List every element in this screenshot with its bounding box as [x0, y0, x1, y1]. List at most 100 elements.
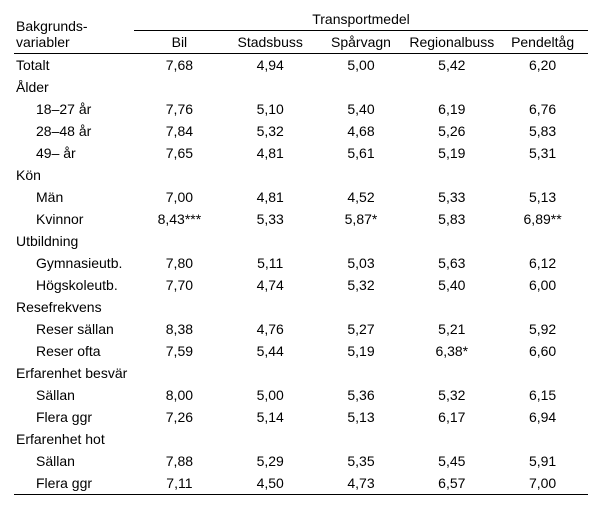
cell-value: 5,83: [497, 120, 588, 142]
cell-value: [497, 230, 588, 252]
row-label: Utbildning: [14, 230, 134, 252]
cell-value: 4,73: [316, 472, 407, 495]
cell-value: 5,44: [225, 340, 316, 362]
cell-value: 6,89**: [497, 208, 588, 230]
cell-value: [134, 230, 225, 252]
cell-value: 4,81: [225, 186, 316, 208]
cell-value: 7,26: [134, 406, 225, 428]
cell-value: [225, 296, 316, 318]
cell-value: 5,32: [225, 120, 316, 142]
table-row: Kön: [14, 164, 588, 186]
cell-value: [225, 164, 316, 186]
cell-value: 6,00: [497, 274, 588, 296]
cell-value: [134, 428, 225, 450]
cell-value: 5,32: [406, 384, 497, 406]
row-label: Män: [14, 186, 134, 208]
table-row: Utbildning: [14, 230, 588, 252]
cell-value: 6,60: [497, 340, 588, 362]
row-label: Gymnasieutb.: [14, 252, 134, 274]
cell-value: 5,83: [406, 208, 497, 230]
cell-value: 5,33: [225, 208, 316, 230]
cell-value: 5,21: [406, 318, 497, 340]
cell-value: 4,50: [225, 472, 316, 495]
cell-value: [316, 362, 407, 384]
cell-value: 5,13: [316, 406, 407, 428]
cell-value: 5,35: [316, 450, 407, 472]
table-row: Reser sällan8,384,765,275,215,92: [14, 318, 588, 340]
cell-value: 5,14: [225, 406, 316, 428]
cell-value: [225, 362, 316, 384]
row-label: 18–27 år: [14, 98, 134, 120]
cell-value: 5,11: [225, 252, 316, 274]
row-label: Totalt: [14, 54, 134, 77]
col-header-3: Regionalbuss: [406, 31, 497, 54]
table-row: Ålder: [14, 76, 588, 98]
cell-value: 7,88: [134, 450, 225, 472]
cell-value: 5,40: [316, 98, 407, 120]
row-label: 28–48 år: [14, 120, 134, 142]
cell-value: 7,70: [134, 274, 225, 296]
cell-value: 7,00: [497, 472, 588, 495]
table-row: Totalt7,684,945,005,426,20: [14, 54, 588, 77]
cell-value: 5,00: [225, 384, 316, 406]
cell-value: 4,76: [225, 318, 316, 340]
cell-value: 5,13: [497, 186, 588, 208]
cell-value: [134, 164, 225, 186]
cell-value: 5,19: [406, 142, 497, 164]
cell-value: [406, 230, 497, 252]
header-left-line1: Bakgrunds-: [16, 18, 88, 34]
cell-value: 4,52: [316, 186, 407, 208]
cell-value: 5,26: [406, 120, 497, 142]
col-header-1: Stadsbuss: [225, 31, 316, 54]
cell-value: 5,36: [316, 384, 407, 406]
cell-value: 4,74: [225, 274, 316, 296]
cell-value: 6,76: [497, 98, 588, 120]
cell-value: [497, 296, 588, 318]
row-label: Ålder: [14, 76, 134, 98]
cell-value: 7,68: [134, 54, 225, 77]
cell-value: 4,81: [225, 142, 316, 164]
table-row: Erfarenhet besvär: [14, 362, 588, 384]
cell-value: [134, 76, 225, 98]
table-row: Erfarenhet hot: [14, 428, 588, 450]
row-label: Kvinnor: [14, 208, 134, 230]
cell-value: 4,94: [225, 54, 316, 77]
table-row: Reser ofta7,595,445,196,38*6,60: [14, 340, 588, 362]
row-label: 49– år: [14, 142, 134, 164]
cell-value: 5,19: [316, 340, 407, 362]
row-label: Reser ofta: [14, 340, 134, 362]
cell-value: 6,19: [406, 98, 497, 120]
cell-value: 5,91: [497, 450, 588, 472]
cell-value: 5,87*: [316, 208, 407, 230]
cell-value: 7,84: [134, 120, 225, 142]
col-header-0: Bil: [134, 31, 225, 54]
row-label: Flera ggr: [14, 406, 134, 428]
cell-value: [406, 164, 497, 186]
cell-value: [406, 76, 497, 98]
cell-value: 5,40: [406, 274, 497, 296]
table-row: Flera ggr7,114,504,736,577,00: [14, 472, 588, 495]
cell-value: [225, 76, 316, 98]
cell-value: 6,17: [406, 406, 497, 428]
cell-value: [406, 296, 497, 318]
table-row: 49– år7,654,815,615,195,31: [14, 142, 588, 164]
header-left-cell: Bakgrunds- variabler: [14, 8, 134, 54]
row-label: Resefrekvens: [14, 296, 134, 318]
cell-value: [406, 428, 497, 450]
header-left-line2: variabler: [16, 34, 70, 50]
row-label: Kön: [14, 164, 134, 186]
table-header: Bakgrunds- variabler Transportmedel Bil …: [14, 8, 588, 54]
table-row: Resefrekvens: [14, 296, 588, 318]
cell-value: 6,57: [406, 472, 497, 495]
cell-value: 5,03: [316, 252, 407, 274]
cell-value: [316, 296, 407, 318]
cell-value: 6,94: [497, 406, 588, 428]
col-header-4: Pendeltåg: [497, 31, 588, 54]
table-row: Män7,004,814,525,335,13: [14, 186, 588, 208]
cell-value: 7,59: [134, 340, 225, 362]
cell-value: 8,43***: [134, 208, 225, 230]
cell-value: [316, 164, 407, 186]
cell-value: [497, 428, 588, 450]
cell-value: 7,00: [134, 186, 225, 208]
table-row: 18–27 år7,765,105,406,196,76: [14, 98, 588, 120]
